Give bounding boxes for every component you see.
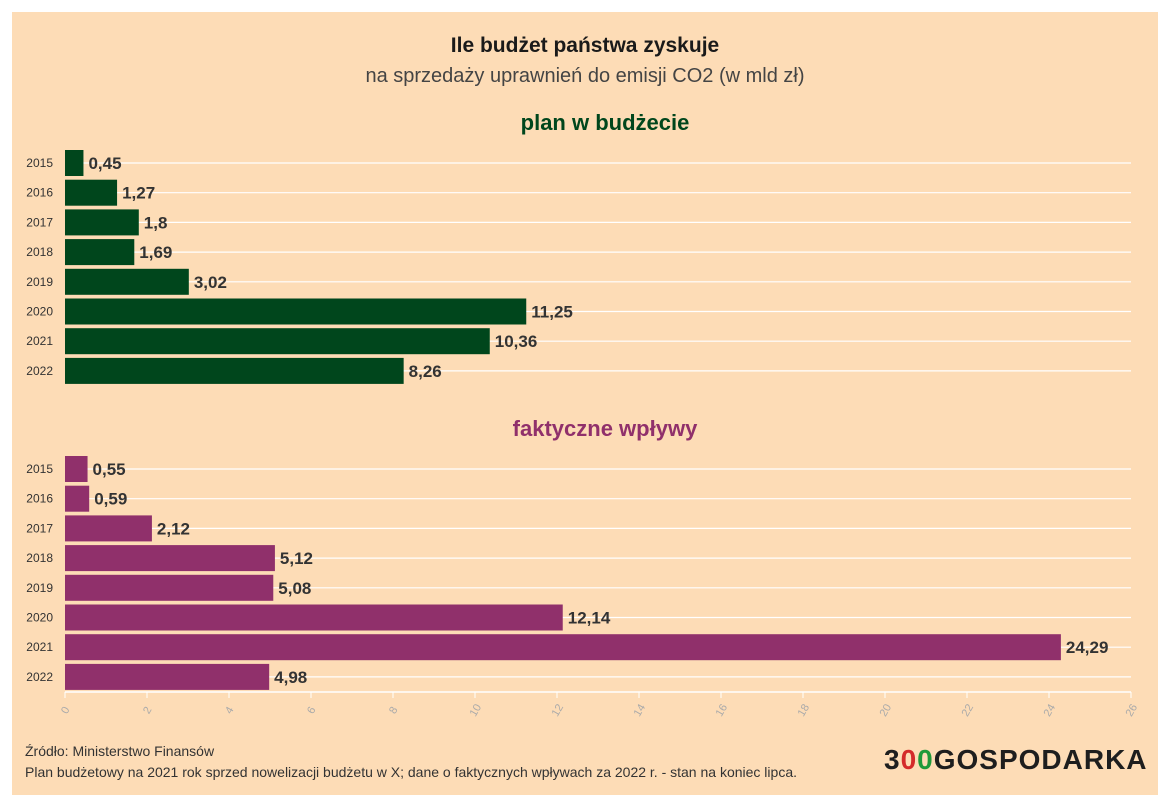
bar [65,179,118,206]
data-label: 3,02 [194,273,227,292]
data-label: 5,12 [280,549,313,568]
x-tick-label: 2 [141,705,154,716]
panel-title-actual: faktyczne wpływy [513,416,698,441]
bar [65,298,527,325]
category-label: 2021 [26,640,53,654]
category-label: 2021 [26,334,53,348]
x-tick-label: 14 [632,702,649,719]
category-label: 2020 [26,305,53,319]
category-label: 2022 [26,364,53,378]
data-label: 11,25 [531,303,573,322]
data-label: 1,8 [144,213,168,232]
bar [65,239,135,266]
category-label: 2019 [26,275,53,289]
bar [65,268,189,295]
data-label: 0,59 [94,490,127,509]
category-label: 2017 [26,215,53,229]
x-tick-label: 24 [1042,702,1059,719]
x-tick-label: 16 [714,702,731,719]
source-note: Źródło: Ministerstwo Finansów [25,743,215,759]
category-label: 2018 [26,245,53,259]
category-label: 2017 [26,521,53,535]
panel-title-plan: plan w budżecie [521,110,690,135]
x-tick-label: 6 [305,705,318,716]
data-label: 0,55 [93,460,126,479]
logo: 300GOSPODARKA [884,744,1148,775]
bar [65,604,563,631]
footnote: Plan budżetowy na 2021 rok sprzed noweli… [25,764,797,780]
data-label: 0,45 [88,154,121,173]
category-label: 2015 [26,462,53,476]
data-label: 12,14 [568,609,611,628]
data-label: 10,36 [495,332,538,351]
x-tick-label: 4 [223,705,236,716]
bar [65,357,404,384]
bar [65,545,275,572]
category-label: 2016 [26,492,53,506]
bar [65,456,88,482]
data-label: 8,26 [409,362,442,381]
data-label: 2,12 [157,519,190,538]
bar [65,150,84,176]
category-label: 2022 [26,670,53,684]
bar [65,574,274,601]
category-label: 2020 [26,611,53,625]
data-label: 4,98 [274,668,307,687]
category-label: 2019 [26,581,53,595]
chart-subtitle: na sprzedaży uprawnień do emisji CO2 (w … [365,65,804,87]
x-tick-label: 20 [878,702,895,719]
bar [65,485,90,512]
bar [65,209,139,236]
bar [65,634,1061,661]
data-label: 24,29 [1066,638,1109,657]
category-label: 2016 [26,186,53,200]
bar [65,663,270,690]
data-label: 1,27 [122,184,155,203]
bar [65,515,152,542]
bar [65,328,490,355]
data-label: 1,69 [139,243,172,262]
x-tick-label: 8 [387,705,400,716]
x-tick-label: 26 [1124,702,1141,719]
x-tick-label: 0 [59,705,72,716]
chart-title: Ile budżet państwa zyskuje [451,34,719,57]
category-label: 2015 [26,156,53,170]
x-tick-label: 12 [550,702,567,719]
x-tick-label: 18 [796,702,813,719]
category-label: 2018 [26,551,53,565]
x-tick-label: 22 [960,702,977,719]
data-label: 5,08 [278,579,311,598]
x-tick-label: 10 [468,702,485,719]
